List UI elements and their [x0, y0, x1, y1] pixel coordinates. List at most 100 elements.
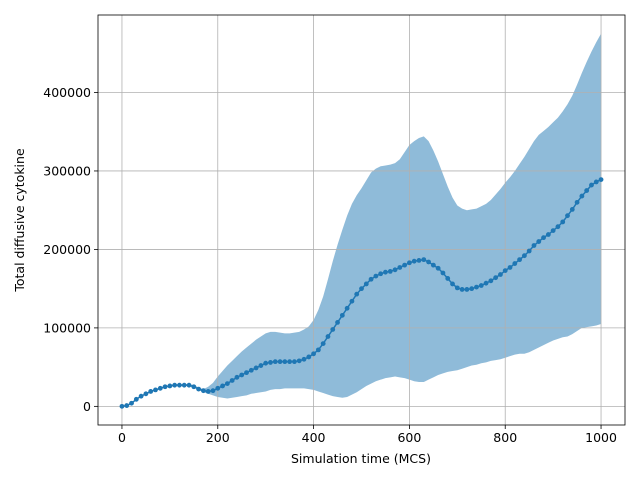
point [167, 383, 173, 389]
point [397, 265, 403, 270]
point [359, 286, 364, 292]
point [493, 275, 499, 281]
point [507, 265, 513, 270]
point [502, 268, 508, 274]
point [368, 276, 374, 282]
point [483, 280, 489, 286]
point [454, 285, 460, 291]
point [416, 258, 422, 263]
point [512, 261, 518, 266]
point [124, 403, 130, 408]
point [373, 273, 379, 279]
point [598, 177, 604, 182]
point [162, 384, 168, 390]
point [181, 382, 187, 388]
point [129, 400, 134, 406]
point [234, 374, 240, 380]
point [430, 262, 436, 268]
point [478, 283, 484, 288]
point [569, 207, 575, 212]
point [411, 258, 417, 264]
point [435, 265, 441, 271]
point [210, 388, 216, 394]
point [407, 260, 412, 266]
point [133, 396, 139, 402]
point [426, 259, 431, 265]
point [153, 387, 158, 393]
y-tick-label: 100000 [43, 320, 91, 335]
point [589, 182, 594, 188]
x-tick-label: 400 [302, 430, 326, 445]
point [253, 365, 259, 371]
point [220, 383, 225, 389]
point [263, 360, 269, 366]
point [349, 298, 355, 304]
point [459, 287, 465, 292]
point [421, 257, 427, 263]
point [344, 305, 350, 311]
y-tick-label: 400000 [43, 85, 91, 100]
point [541, 235, 546, 241]
y-tick-label: 0 [83, 399, 91, 414]
point [584, 188, 590, 193]
point [531, 243, 537, 248]
point [330, 327, 336, 332]
point [335, 320, 340, 325]
point [445, 276, 451, 281]
point [205, 389, 211, 394]
point [248, 367, 254, 373]
point [157, 385, 163, 391]
point [287, 359, 293, 365]
point [555, 224, 561, 230]
point [536, 239, 542, 244]
point [402, 262, 408, 268]
y-axis-label: Total diffusive cytokine [12, 148, 27, 293]
point [579, 193, 585, 199]
point [354, 291, 360, 297]
point [565, 213, 570, 219]
plot-frame [97, 14, 626, 426]
point [292, 359, 297, 365]
point [186, 382, 192, 388]
point [498, 272, 503, 277]
point [383, 269, 388, 275]
y-tick-label: 300000 [43, 163, 91, 178]
point [339, 312, 345, 318]
point [172, 382, 178, 388]
point [526, 248, 532, 254]
point [282, 359, 288, 365]
point [378, 271, 384, 277]
point [474, 284, 479, 290]
point [191, 384, 197, 390]
point [560, 219, 566, 225]
point [306, 354, 312, 360]
point [148, 389, 154, 394]
point [301, 356, 307, 362]
point [311, 351, 316, 357]
point [545, 232, 551, 237]
point [392, 267, 398, 273]
x-tick-label: 0 [118, 430, 126, 445]
point [450, 281, 455, 287]
point [272, 359, 278, 365]
point [517, 257, 522, 263]
point [464, 287, 470, 292]
point [550, 228, 556, 233]
point [593, 179, 599, 185]
point [488, 278, 494, 284]
point [325, 334, 331, 339]
x-tick-label: 800 [493, 430, 517, 445]
point [469, 286, 475, 292]
point [177, 382, 182, 388]
point [296, 358, 302, 364]
x-tick-label: 600 [397, 430, 421, 445]
point [320, 341, 326, 346]
point [244, 370, 249, 376]
point [258, 363, 264, 368]
point [521, 253, 527, 259]
point [363, 281, 369, 287]
point [440, 270, 446, 276]
x-tick-label: 200 [206, 430, 230, 445]
x-tick-label: 1000 [585, 430, 617, 445]
